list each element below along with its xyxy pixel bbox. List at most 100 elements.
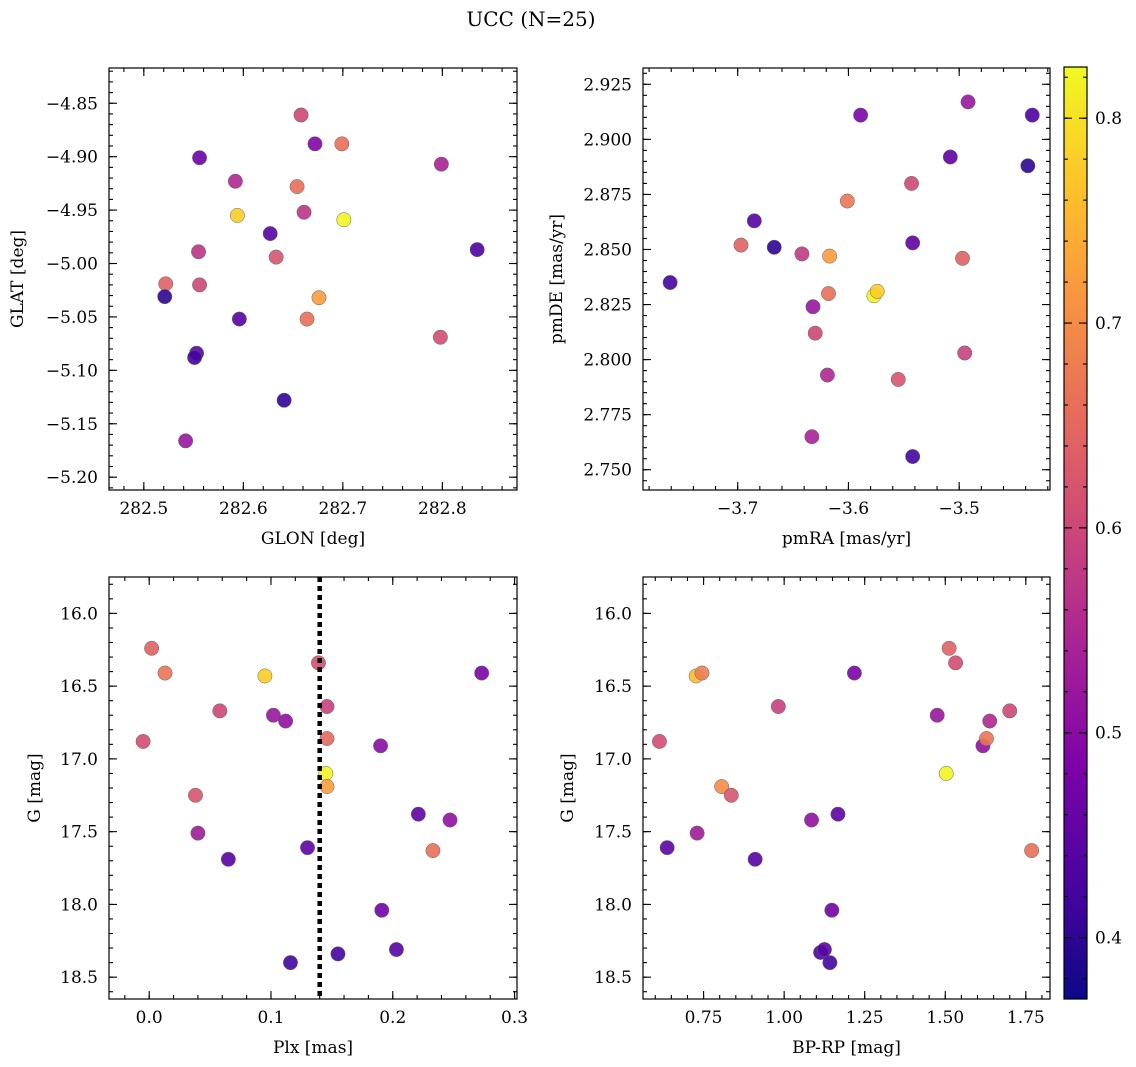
data-point — [334, 136, 350, 152]
y-tick-label: 2.875 — [583, 185, 632, 205]
data-point — [805, 299, 821, 315]
data-point — [816, 942, 832, 957]
x-axis-label: pmRA [mas/yr] — [782, 529, 911, 549]
data-point — [158, 276, 174, 292]
y-tick-label: −5.20 — [46, 468, 98, 488]
data-point — [311, 290, 327, 306]
data-point — [794, 246, 810, 262]
axes-frame — [108, 576, 518, 1000]
data-point — [853, 107, 869, 123]
x-tick-label: 282.6 — [219, 499, 268, 519]
y-axis-label: GLAT [deg] — [8, 230, 28, 328]
data-point — [425, 843, 441, 859]
data-point — [766, 239, 782, 255]
x-tick-label: 0.75 — [685, 1008, 723, 1028]
data-point — [979, 731, 994, 746]
colorbar-tick-label: 0.8 — [1095, 109, 1122, 129]
data-point — [807, 325, 823, 341]
data-point — [982, 713, 998, 729]
data-point — [955, 250, 970, 266]
data-point — [821, 286, 836, 301]
data-point — [659, 840, 675, 856]
data-point — [941, 640, 957, 656]
x-tick-label: 282.7 — [319, 499, 368, 519]
data-point — [188, 787, 203, 803]
data-point — [905, 235, 921, 251]
x-axis-label: Plx [mas] — [273, 1038, 353, 1058]
data-point — [822, 248, 838, 264]
data-point — [822, 955, 838, 971]
data-point — [433, 156, 449, 172]
data-point — [651, 733, 667, 749]
data-point — [1002, 703, 1018, 719]
colorbar-gradient — [1064, 67, 1087, 999]
y-tick-label: 16.0 — [594, 604, 632, 624]
x-tick-label: 282.5 — [119, 499, 168, 519]
data-point — [296, 204, 312, 220]
y-tick-label: 2.900 — [583, 130, 632, 150]
data-point — [1024, 107, 1040, 123]
data-point — [229, 207, 245, 223]
colorbar-tick-label: 0.7 — [1095, 314, 1122, 334]
x-tick-label: 0.0 — [136, 1008, 163, 1028]
data-point — [262, 226, 278, 242]
data-point — [747, 851, 763, 867]
data-point — [689, 825, 705, 841]
colorbar-tick-label: 0.6 — [1095, 519, 1122, 539]
data-point — [319, 731, 335, 746]
data-point — [804, 812, 819, 828]
colorbar: 0.4 0.5 0.6 0.7 0.8 — [1063, 66, 1122, 1000]
y-tick-label: 17.0 — [60, 750, 98, 770]
x-tick-label: −3.7 — [717, 499, 758, 519]
data-point — [300, 840, 315, 856]
data-point — [442, 812, 458, 828]
data-point — [905, 449, 921, 464]
y-tick-label: 2.775 — [583, 406, 632, 426]
x-tick-label: 0.1 — [257, 1008, 284, 1028]
y-tick-label: −4.90 — [46, 148, 98, 168]
data-point — [192, 277, 208, 293]
data-point — [231, 311, 247, 327]
y-tick-label: 17.5 — [594, 823, 632, 843]
data-point — [770, 699, 786, 714]
data-point — [960, 94, 976, 110]
y-tick-label: −4.85 — [46, 94, 98, 114]
data-point — [942, 149, 958, 165]
x-tick-label: −3.6 — [828, 499, 869, 519]
axes-frame — [642, 67, 1051, 491]
x-tick-label: 1.25 — [846, 1008, 884, 1028]
data-point — [283, 955, 298, 971]
x-axis-label: GLON [deg] — [261, 529, 365, 549]
data-point — [714, 779, 730, 794]
data-point — [839, 193, 855, 209]
data-point — [374, 902, 390, 918]
panel-glon-glat: 282.5 282.6 282.7 282.8 −4.85 −4.90 −4.95 −5.00… — [8, 67, 518, 549]
data-point — [869, 283, 885, 299]
data-point — [157, 289, 173, 305]
figure-title: UCC (N=25) — [466, 7, 595, 31]
data-point — [192, 150, 208, 166]
y-tick-label: 17.0 — [594, 750, 632, 770]
data-point — [830, 806, 846, 822]
y-axis-label: pmDE [mas/yr] — [547, 214, 567, 344]
y-tick-label: 17.5 — [60, 823, 98, 843]
data-point — [299, 311, 315, 327]
data-point — [178, 433, 194, 449]
y-tick-label: 16.0 — [60, 604, 98, 624]
data-point — [187, 350, 203, 365]
y-tick-label: 18.5 — [60, 968, 98, 988]
x-tick-label: 1.00 — [765, 1008, 803, 1028]
data-point — [307, 136, 323, 152]
data-point — [257, 668, 273, 684]
x-tick-label: 1.75 — [1007, 1008, 1045, 1028]
data-point — [336, 212, 352, 228]
data-point — [733, 237, 749, 253]
data-point — [1024, 843, 1040, 859]
y-tick-label: 16.5 — [60, 677, 98, 697]
data-point — [373, 738, 389, 754]
y-tick-label: 2.925 — [583, 75, 632, 95]
x-tick-label: 0.3 — [501, 1008, 528, 1028]
x-tick-label: 1.50 — [926, 1008, 964, 1028]
data-point — [432, 329, 448, 345]
data-point — [469, 242, 485, 258]
